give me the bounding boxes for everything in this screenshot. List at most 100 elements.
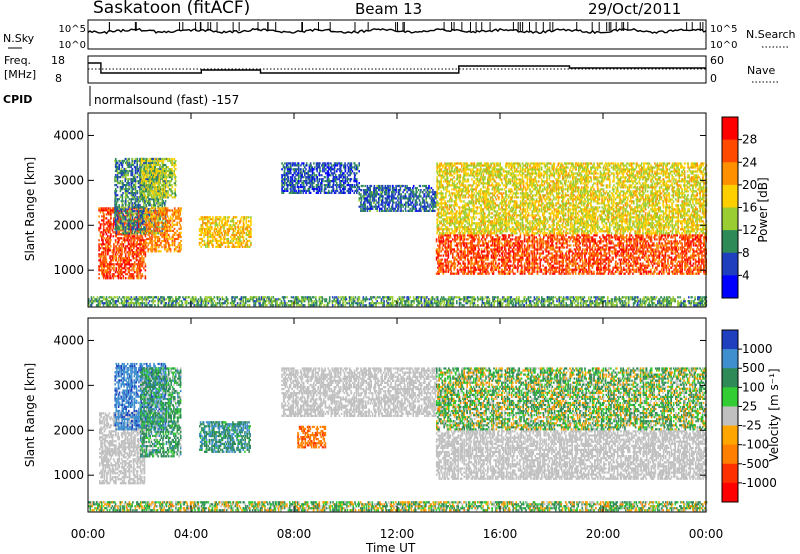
rti-cell (160, 244, 162, 247)
rti-cell (319, 174, 321, 177)
rti-cell (155, 164, 157, 167)
rti-cell (143, 164, 146, 167)
rti-cell (229, 226, 232, 229)
rti-cell (140, 261, 142, 264)
rti-cell (98, 277, 100, 280)
rti-cell (389, 184, 391, 188)
rti-cell (130, 182, 132, 185)
rti-cell (149, 169, 152, 173)
rti-cell (141, 275, 144, 278)
rti-cell (110, 215, 112, 218)
rti-cell (223, 218, 225, 221)
rti-cell (237, 224, 240, 227)
rti-cell (112, 253, 115, 256)
rti-cell (143, 200, 145, 203)
rti-cell (437, 256, 439, 259)
rti-cell (376, 193, 378, 196)
rti-cell (150, 225, 152, 228)
rti-cell (127, 224, 129, 227)
rti-cell (164, 246, 166, 249)
rti-cell (290, 189, 292, 192)
rti-cell (132, 204, 135, 207)
rti-cell (132, 226, 135, 229)
rti-cell (179, 250, 181, 253)
rti-cell (173, 192, 176, 195)
rti-cell (149, 208, 152, 211)
rti-cell (136, 176, 139, 179)
rti-cell (180, 246, 182, 249)
rti-cell (430, 201, 433, 204)
rti-cell (124, 249, 127, 252)
rti-cell (229, 241, 232, 244)
rti-cell (114, 212, 117, 215)
rti-cell (328, 168, 330, 171)
rti-cell (454, 258, 457, 261)
rti-cell (302, 164, 305, 167)
rti-cell (375, 199, 377, 202)
rti-cell (237, 220, 239, 223)
rti-cell (350, 178, 353, 181)
rti-cell (437, 262, 439, 265)
rti-cell (297, 187, 300, 191)
rti-cell (227, 218, 229, 221)
rti-cell (180, 217, 182, 220)
rti-cell (114, 241, 117, 244)
rti-cell (156, 200, 158, 203)
rti-cell (136, 222, 139, 225)
rti-cell (173, 240, 176, 243)
rti-cell (438, 258, 440, 261)
rti-cell (147, 233, 149, 237)
rti-cell (332, 189, 335, 192)
rti-cell (127, 180, 129, 183)
rti-cell (111, 229, 114, 232)
rti-cell (116, 212, 119, 215)
rti-cell (215, 224, 218, 227)
rti-cell (366, 199, 369, 202)
rti-cell (169, 184, 171, 187)
rti-cell (137, 267, 140, 270)
rti-cell (109, 257, 111, 260)
rti-cell (350, 187, 353, 191)
rti-cell (234, 237, 236, 240)
rti-cell (456, 258, 458, 261)
rti-cell (137, 271, 139, 274)
rti-cell (113, 211, 115, 214)
rti-cell (147, 248, 149, 251)
rti-cell (128, 255, 130, 258)
rti-cell (228, 241, 231, 244)
rti-cell (382, 195, 384, 198)
rti-cell (353, 191, 355, 194)
rti-cell (333, 170, 336, 173)
nave-label: Nave (747, 64, 775, 77)
rti-cell (162, 202, 165, 205)
rti-cell (162, 200, 165, 203)
rti-cell (110, 265, 112, 268)
rti-cell (227, 220, 230, 223)
rti-cell (445, 264, 447, 267)
rti-cell (153, 192, 155, 195)
rti-cell (120, 255, 123, 258)
rti-cell (456, 250, 458, 253)
rti-cell (121, 251, 123, 254)
rti-cell (128, 210, 131, 213)
rti-cell (158, 186, 160, 189)
rti-cell (103, 237, 105, 240)
rti-cell (151, 161, 154, 165)
rti-cell (342, 187, 344, 191)
rti-cell (334, 162, 337, 165)
rti-cell (235, 233, 238, 237)
rti-cell (157, 204, 159, 207)
rti-cell (311, 180, 314, 183)
rti-cell (160, 221, 162, 224)
rti-cell (338, 174, 340, 177)
rti-cell (205, 243, 207, 246)
rti-cell (101, 239, 103, 242)
rti-cell (360, 197, 363, 200)
rti-cell (174, 213, 177, 216)
rti-cell (149, 157, 151, 161)
rti-cell (112, 227, 115, 230)
rti-cell (131, 253, 134, 256)
rti-cell (232, 243, 235, 246)
rti-cell (459, 244, 461, 247)
rti-cell (116, 206, 119, 209)
